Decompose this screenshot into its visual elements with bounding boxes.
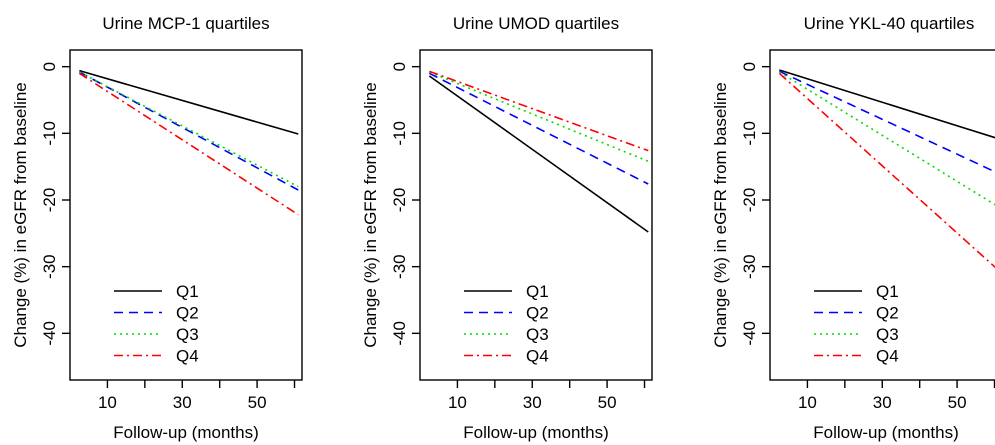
legend: Q1 Q2 Q3 Q4 <box>114 282 199 366</box>
x-tick-label: 30 <box>523 393 542 412</box>
legend-label-q4: Q4 <box>526 347 549 366</box>
y-tick-label: -30 <box>740 254 759 279</box>
x-tick-label: 10 <box>448 393 467 412</box>
series-line-q3 <box>429 71 649 163</box>
plot-frame <box>419 49 653 381</box>
legend-label-q2: Q2 <box>176 304 199 323</box>
legend-label-q2: Q2 <box>876 304 899 323</box>
chart-title: Urine MCP-1 quartiles <box>102 14 269 33</box>
y-tick-label: -20 <box>740 188 759 213</box>
series-line-q4 <box>778 72 995 269</box>
plot-frame <box>769 49 995 381</box>
legend: Q1 Q2 Q3 Q4 <box>814 282 899 366</box>
x-tick-label: 30 <box>873 393 892 412</box>
chart-title: Urine UMOD quartiles <box>453 14 619 33</box>
legend-label-q1: Q1 <box>526 282 549 301</box>
y-tick-label: -40 <box>740 321 759 346</box>
x-axis: 10 30 50 <box>448 380 646 412</box>
series-line-q2 <box>78 71 299 191</box>
chart-panel-ykl40: Urine YKL-40 quartiles 0 -10 -20 -30 -40 10 3… <box>711 14 995 442</box>
y-axis: 0 -10 -20 -30 -40 <box>390 62 420 346</box>
legend-label-q3: Q3 <box>176 325 199 344</box>
y-axis: 0 -10 -20 -30 -40 <box>40 62 70 346</box>
y-tick-label: -20 <box>390 188 409 213</box>
y-axis-label: Change (%) in eGFR from baseline <box>11 82 30 348</box>
series-lines <box>778 69 995 269</box>
series-line-q1 <box>79 69 299 135</box>
series-line-q4 <box>78 72 299 216</box>
legend-label-q2: Q2 <box>526 304 549 323</box>
y-tick-label: 0 <box>390 62 409 71</box>
series-line-q1 <box>779 69 995 139</box>
x-tick-label: 10 <box>798 393 817 412</box>
series-lines <box>78 69 299 216</box>
y-tick-label: -40 <box>390 321 409 346</box>
legend-label-q3: Q3 <box>526 325 549 344</box>
legend-label-q1: Q1 <box>176 282 199 301</box>
y-tick-label: 0 <box>40 62 59 71</box>
series-line-q2 <box>779 70 995 173</box>
y-tick-label: -20 <box>40 188 59 213</box>
legend: Q1 Q2 Q3 Q4 <box>464 282 549 366</box>
chart-title: Urine YKL-40 quartiles <box>804 14 975 33</box>
x-axis-label: Follow-up (months) <box>113 423 259 442</box>
y-axis: 0 -10 -20 -30 -40 <box>740 62 770 346</box>
legend-label-q3: Q3 <box>876 325 899 344</box>
y-tick-label: -10 <box>740 121 759 146</box>
legend-label-q4: Q4 <box>176 347 199 366</box>
y-tick-label: -10 <box>390 121 409 146</box>
x-tick-label: 30 <box>173 393 192 412</box>
y-tick-label: -10 <box>40 121 59 146</box>
y-tick-label: 0 <box>740 62 759 71</box>
series-lines <box>428 70 649 233</box>
chart-panel-umod: Urine UMOD quartiles 0 -10 -20 -30 -40 10 30 5… <box>361 14 653 442</box>
x-tick-label: 10 <box>98 393 117 412</box>
x-tick-label: 50 <box>598 393 617 412</box>
x-axis: 10 30 50 <box>798 380 995 412</box>
y-tick-label: -30 <box>40 254 59 279</box>
legend-label-q4: Q4 <box>876 347 899 366</box>
y-tick-label: -30 <box>390 254 409 279</box>
x-tick-label: 50 <box>948 393 967 412</box>
y-tick-label: -40 <box>40 321 59 346</box>
series-line-q1 <box>428 75 649 233</box>
series-line-q3 <box>78 71 299 188</box>
x-axis: 10 30 50 <box>98 380 296 412</box>
series-line-q2 <box>428 72 649 185</box>
series-line-q4 <box>429 70 649 152</box>
x-axis-label: Follow-up (months) <box>463 423 609 442</box>
y-axis-label: Change (%) in eGFR from baseline <box>361 82 380 348</box>
series-line-q3 <box>778 71 995 206</box>
x-tick-label: 50 <box>248 393 267 412</box>
x-axis-label: Follow-up (months) <box>813 423 959 442</box>
chart-panel-mcp1: Urine MCP-1 quartiles 0 -10 -20 -30 -40 10 30… <box>11 14 303 442</box>
legend-label-q1: Q1 <box>876 282 899 301</box>
y-axis-label: Change (%) in eGFR from baseline <box>711 82 730 348</box>
plot-frame <box>69 49 303 381</box>
